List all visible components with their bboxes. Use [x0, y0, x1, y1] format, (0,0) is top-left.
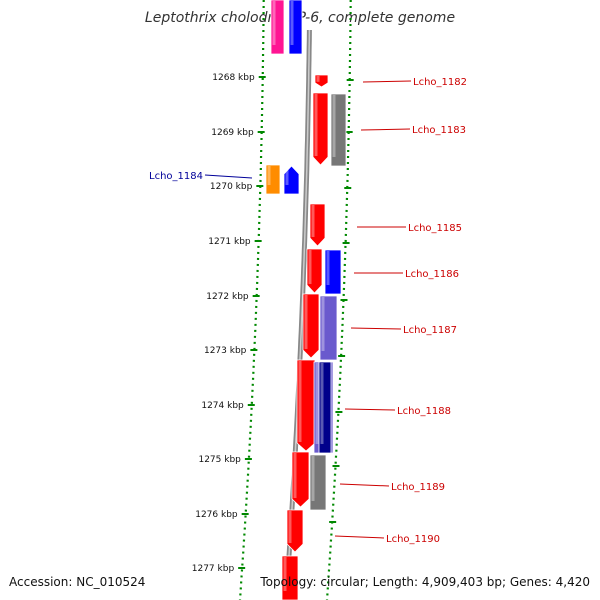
genome-summary-text: Topology: circular; Length: 4,909,403 bp… [260, 575, 590, 589]
genome-backbone-highlight [285, 29, 311, 600]
gene-label-leader [204, 174, 253, 179]
gene-lcho-1188-shine [298, 361, 302, 442]
gene-lcho-1188-outer-dark [318, 361, 332, 454]
gene-label: Lcho_1189 [391, 482, 445, 493]
gene-lcho-1185-shine [311, 205, 315, 237]
gene-label: Lcho_1188 [397, 406, 451, 417]
gene-label-leader [360, 128, 411, 131]
gene-lcho-1189-shine [293, 453, 297, 498]
accession-text: Accession: NC_010524 [9, 575, 146, 589]
gene-lcho-1188 [296, 359, 316, 452]
gene-label-leader [334, 535, 385, 539]
axis-tick-label: 1270 kbp [210, 182, 253, 192]
gene-lcho-1182 [314, 74, 329, 88]
gene-label-leader [350, 327, 402, 330]
gene-lcho-1187 [302, 293, 320, 359]
gene-lcho-1184 [283, 165, 300, 195]
gene-lcho-1187-outer-shine [321, 297, 325, 351]
gene-lcho-1187-outer [319, 295, 338, 361]
gene-label-leader [339, 483, 390, 487]
gene-lcho-1184-shine [285, 167, 289, 185]
gene-top-blue-shine [290, 1, 294, 45]
gene-label-leader [362, 80, 412, 83]
axis-tick-label: 1275 kbp [198, 455, 241, 465]
gene-lcho-1183 [312, 92, 329, 166]
gene-label: Lcho_1184 [149, 171, 203, 182]
axis-tick-label: 1274 kbp [201, 401, 244, 411]
gene-lcho-1183-shine [314, 94, 318, 156]
gene-lcho-1183-outer [330, 93, 347, 167]
gene-bottom-red-shine [283, 557, 287, 591]
axis-tick-label: 1269 kbp [211, 128, 254, 138]
gene-lcho-1189 [291, 451, 310, 508]
gene-lcho-1190 [286, 509, 304, 553]
gene-bottom-red [281, 555, 299, 600]
gene-lcho-1189-outer [309, 454, 327, 511]
gene-lcho-1182-shine [316, 76, 320, 82]
gene-lcho-1185 [309, 203, 326, 247]
gene-lcho-1190-shine [288, 511, 292, 543]
gene-label: Lcho_1186 [405, 269, 459, 280]
gene-top-magenta-shine [272, 1, 276, 45]
axis-tick-label: 1276 kbp [195, 510, 238, 520]
gene-label: Lcho_1190 [386, 534, 440, 545]
gene-label: Lcho_1183 [412, 125, 466, 136]
axis-tick-label: 1268 kbp [212, 73, 255, 83]
axis-tick-label: 1271 kbp [208, 237, 251, 247]
gene-lcho-1183-outer-shine [332, 95, 336, 157]
gene-top-magenta [270, 0, 285, 55]
gene-lcho-1188-outer-shine [315, 363, 319, 444]
gene-label: Lcho_1185 [408, 223, 462, 234]
axis-tick-label: 1277 kbp [192, 564, 235, 574]
gene-lcho-1186-shine [308, 250, 312, 284]
gene-label-leader [344, 408, 396, 411]
gene-lcho-1186 [306, 248, 323, 294]
gene-lcho-1184-orange [265, 164, 281, 195]
gene-label: Lcho_1187 [403, 325, 457, 336]
gene-lcho-1186-outer-shine [326, 251, 330, 285]
gene-lcho-1186-outer [324, 249, 342, 295]
gene-lcho-1189-outer-shine [311, 456, 315, 501]
gene-label: Lcho_1182 [413, 77, 467, 88]
gene-lcho-1187-shine [304, 295, 308, 349]
axis-tick-label: 1272 kbp [206, 292, 249, 302]
axis-tick-label: 1273 kbp [204, 346, 247, 356]
gene-top-blue [288, 0, 303, 55]
inner-dotted-ring [238, 0, 265, 600]
gene-lcho-1184-orange-shine [267, 166, 271, 185]
gene-lcho-1188-outer-dark-shine [320, 363, 324, 444]
